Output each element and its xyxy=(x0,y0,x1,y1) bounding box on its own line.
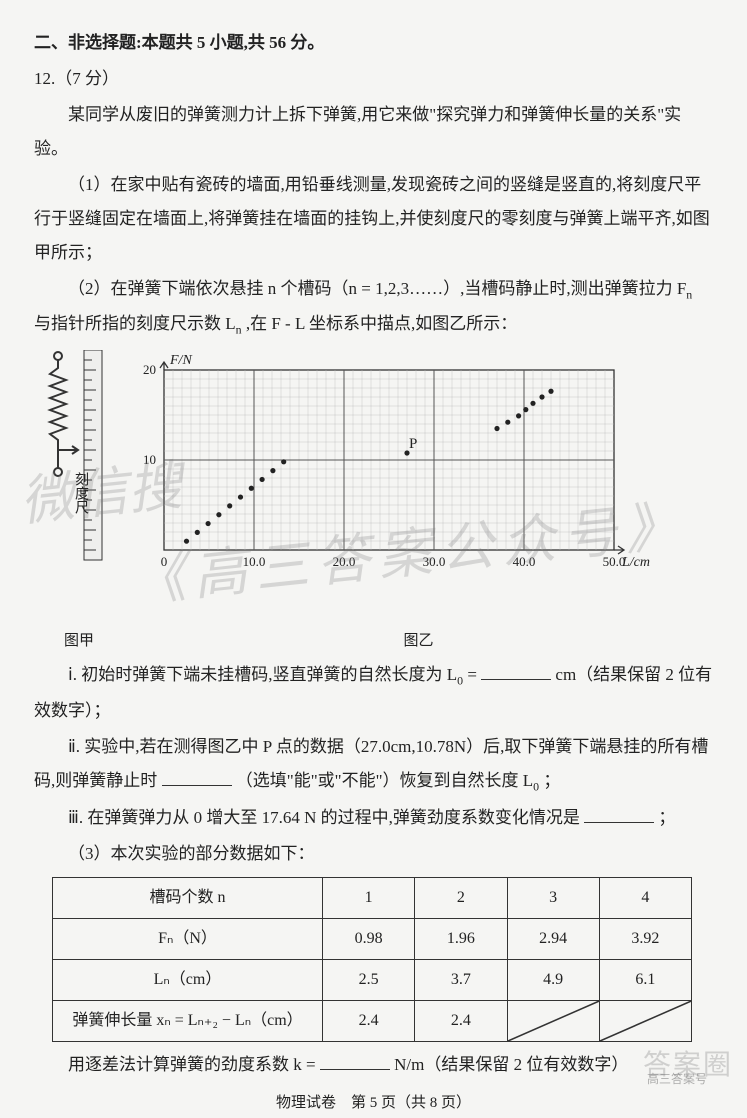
qii-b: （选填"能"或"不能"）恢复到自然长度 L xyxy=(236,771,533,790)
table-cell: 2.4 xyxy=(323,1000,415,1041)
step-3: （3）本次实验的部分数据如下： xyxy=(34,837,713,871)
final-b: N/m（结果保留 2 位有效数字） xyxy=(394,1055,628,1074)
svg-text:F/N: F/N xyxy=(169,353,192,368)
table-cell: 4 xyxy=(599,877,691,918)
qi-a: ⅰ. 初始时弹簧下端未挂槽码,竖直弹簧的自然长度为 L xyxy=(68,665,457,684)
table-cell-diag xyxy=(507,1000,599,1041)
table-cell: 6.1 xyxy=(599,959,691,1000)
table-cell: 2.94 xyxy=(507,918,599,959)
svg-text:20.0: 20.0 xyxy=(333,554,356,569)
final-question: 用逐差法计算弹簧的劲度系数 k = N/m（结果保留 2 位有效数字） xyxy=(34,1048,713,1082)
qi-b: = xyxy=(467,665,481,684)
fig-yi-label: 图乙 xyxy=(124,626,713,656)
table-row: Fₙ（N） 0.98 1.96 2.94 3.92 xyxy=(53,918,692,959)
final-a: 用逐差法计算弹簧的劲度系数 k = xyxy=(68,1055,320,1074)
table-cell: 4.9 xyxy=(507,959,599,1000)
svg-text:30.0: 30.0 xyxy=(423,554,446,569)
watermark-small: 高三答案号 xyxy=(647,1067,707,1091)
table-cell: 1.96 xyxy=(415,918,507,959)
table-cell: 1 xyxy=(323,877,415,918)
subscript-n: n xyxy=(686,287,692,301)
table-row: 槽码个数 n 1 2 3 4 xyxy=(53,877,692,918)
table-cell-diag xyxy=(599,1000,691,1041)
intro-text: 某同学从废旧的弹簧测力计上拆下弹簧,用它来做"探究弹力和弹簧伸长量的关系"实验。 xyxy=(34,98,713,166)
table-cell: 3.7 xyxy=(415,959,507,1000)
question-ii: ⅱ. 实验中,若在测得图乙中 P 点的数据（27.0cm,10.78N）后,取下… xyxy=(34,730,713,799)
step2-b: 与指针所指的刻度尺示数 L xyxy=(34,314,236,333)
svg-text:10.0: 10.0 xyxy=(243,554,266,569)
step2-a: （2）在弹簧下端依次悬挂 n 个槽码（n = 1,2,3……）,当槽码静止时,测… xyxy=(68,279,686,298)
figure-row: 刻度尺 010.020.030.040.050.01020F/NL/cmP xyxy=(34,350,713,624)
fig-jia-label: 图甲 xyxy=(34,626,124,656)
ruler-label: 刻度尺 xyxy=(66,472,94,514)
step-1: （1）在家中贴有瓷砖的墙面,用铅垂线测量,发现瓷砖之间的竖缝是竖直的,将刻度尺平… xyxy=(34,168,713,270)
table-cell: 2.5 xyxy=(323,959,415,1000)
svg-text:20: 20 xyxy=(143,362,156,377)
step-2: （2）在弹簧下端依次悬挂 n 个槽码（n = 1,2,3……）,当槽码静止时,测… xyxy=(34,272,713,342)
data-table: 槽码个数 n 1 2 3 4 Fₙ（N） 0.98 1.96 2.94 3.92… xyxy=(52,877,692,1042)
table-cell: 3.92 xyxy=(599,918,691,959)
subscript-n: n xyxy=(236,323,242,337)
blank-k[interactable] xyxy=(320,1051,390,1070)
table-cell: 3 xyxy=(507,877,599,918)
table-row: 弹簧伸长量 xₙ = Lₙ₊₂ − Lₙ（cm） 2.4 2.4 xyxy=(53,1000,692,1041)
blank-L0[interactable] xyxy=(481,662,551,681)
table-cell: 2.4 xyxy=(415,1000,507,1041)
svg-text:0: 0 xyxy=(161,554,168,569)
question-iii: ⅲ. 在弹簧弹力从 0 增大至 17.64 N 的过程中,弹簧劲度系数变化情况是… xyxy=(34,801,713,835)
subscript-0: 0 xyxy=(457,674,463,688)
svg-text:40.0: 40.0 xyxy=(513,554,536,569)
step2-c: ,在 F - L 坐标系中描点,如图乙所示： xyxy=(246,314,517,333)
blank-can[interactable] xyxy=(162,767,232,786)
figure-jia: 刻度尺 xyxy=(34,350,114,624)
row-header: Lₙ（cm） xyxy=(53,959,323,1000)
qiii-b: ； xyxy=(658,808,675,827)
qii-c: ； xyxy=(543,771,560,790)
qiii-a: ⅲ. 在弹簧弹力从 0 增大至 17.64 N 的过程中,弹簧劲度系数变化情况是 xyxy=(68,808,580,827)
chart-svg: 010.020.030.040.050.01020F/NL/cmP xyxy=(114,350,674,580)
table-cell: 0.98 xyxy=(323,918,415,959)
question-i: ⅰ. 初始时弹簧下端未挂槽码,竖直弹簧的自然长度为 L0 = cm（结果保留 2… xyxy=(34,658,713,727)
figure-yi: 010.020.030.040.050.01020F/NL/cmP xyxy=(114,350,713,592)
spring-ruler-svg xyxy=(34,350,114,570)
row-header: 槽码个数 n xyxy=(53,877,323,918)
blank-change[interactable] xyxy=(584,804,654,823)
subscript-0: 0 xyxy=(533,779,539,793)
figure-labels: 图甲 图乙 xyxy=(34,626,713,656)
svg-text:L/cm: L/cm xyxy=(621,555,650,570)
section-header: 二、非选择题:本题共 5 小题,共 56 分。 xyxy=(34,26,713,60)
row-header: 弹簧伸长量 xₙ = Lₙ₊₂ − Lₙ（cm） xyxy=(53,1000,323,1041)
table-row: Lₙ（cm） 2.5 3.7 4.9 6.1 xyxy=(53,959,692,1000)
question-number: 12.（7 分） xyxy=(34,62,713,96)
table-cell: 2 xyxy=(415,877,507,918)
svg-text:10: 10 xyxy=(143,452,156,467)
svg-text:P: P xyxy=(409,436,417,452)
row-header: Fₙ（N） xyxy=(53,918,323,959)
